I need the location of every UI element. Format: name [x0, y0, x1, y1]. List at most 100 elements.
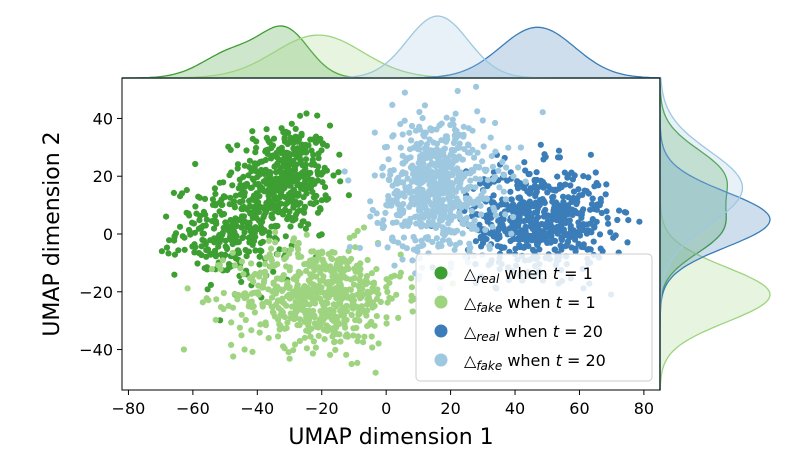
point [305, 221, 312, 228]
point [272, 229, 279, 236]
point [241, 229, 248, 236]
point [496, 184, 503, 191]
point [375, 340, 382, 347]
point [590, 238, 597, 245]
point [368, 270, 375, 277]
point [416, 200, 423, 207]
point [286, 355, 293, 362]
point [237, 181, 244, 188]
point [196, 217, 203, 224]
point [474, 108, 481, 115]
point [452, 241, 459, 248]
point [171, 251, 178, 258]
point [416, 108, 423, 116]
point [507, 188, 514, 195]
point [265, 192, 272, 199]
point [198, 243, 205, 250]
point [410, 233, 417, 241]
point [229, 241, 236, 248]
point [293, 304, 300, 311]
point [340, 306, 347, 313]
point [236, 176, 243, 183]
point [539, 236, 546, 243]
point [284, 319, 291, 326]
point [315, 332, 322, 339]
point [335, 169, 342, 176]
point [165, 250, 172, 257]
point [551, 246, 558, 253]
point [278, 144, 285, 151]
point [265, 335, 272, 342]
point [223, 244, 230, 251]
point [313, 273, 320, 280]
point [176, 223, 184, 230]
y-axis-label: UMAP dimension 2 [40, 131, 65, 336]
point [400, 234, 407, 241]
point [356, 244, 363, 252]
point [478, 243, 485, 250]
point [287, 179, 294, 186]
point [291, 173, 298, 180]
point [375, 291, 382, 298]
series-real-t1 [158, 110, 352, 324]
point [295, 147, 302, 154]
point [480, 195, 487, 202]
point [270, 268, 277, 275]
point [248, 327, 255, 334]
point [264, 203, 271, 210]
point [575, 219, 582, 226]
point [423, 166, 430, 173]
point [506, 248, 513, 255]
point [482, 168, 489, 175]
point [292, 314, 299, 322]
point [318, 171, 325, 178]
point [300, 194, 307, 201]
point [482, 226, 489, 233]
point [509, 213, 517, 221]
point [186, 212, 193, 219]
point [320, 259, 327, 266]
point [452, 110, 459, 117]
point [514, 178, 521, 185]
point [339, 269, 346, 276]
point [238, 332, 245, 339]
point [251, 309, 258, 316]
point [393, 291, 400, 298]
point [458, 156, 466, 163]
point [540, 156, 547, 163]
point [350, 325, 357, 332]
point [522, 232, 529, 239]
point [310, 151, 317, 158]
point [415, 195, 423, 202]
point [274, 333, 282, 340]
point [461, 201, 468, 208]
point [268, 303, 275, 310]
point [272, 222, 279, 229]
point [477, 202, 484, 209]
point [419, 115, 426, 122]
point [220, 210, 228, 218]
point [219, 257, 226, 264]
point [297, 158, 304, 165]
point [312, 344, 319, 351]
point [249, 128, 256, 135]
point [369, 206, 376, 214]
point [313, 199, 320, 206]
point [305, 328, 312, 335]
point [246, 202, 254, 210]
point [395, 174, 402, 181]
point [239, 219, 246, 226]
point [521, 159, 528, 166]
point [329, 256, 336, 263]
point [465, 142, 472, 149]
point [342, 324, 349, 331]
point [515, 164, 522, 171]
point [431, 213, 438, 220]
point [430, 147, 437, 154]
point [325, 288, 332, 295]
point [278, 125, 285, 132]
point [483, 236, 490, 243]
point [242, 316, 249, 324]
point [392, 179, 400, 187]
point [479, 158, 486, 165]
